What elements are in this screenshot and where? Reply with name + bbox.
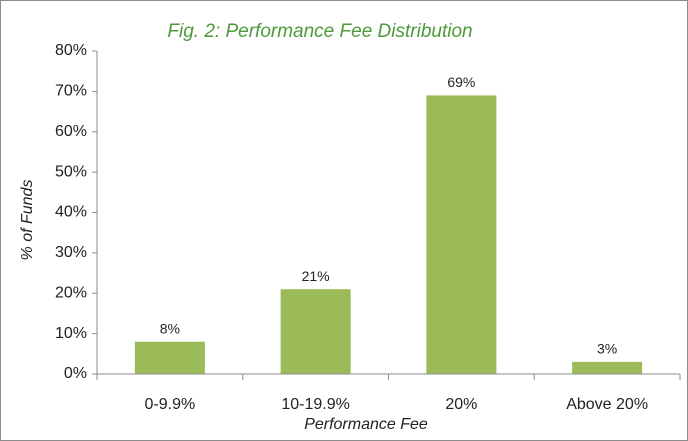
y-tick-label: 80% [55, 42, 87, 59]
data-label: 3% [597, 341, 617, 357]
x-tick-label: 20% [445, 396, 477, 413]
data-label: 8% [160, 320, 180, 336]
y-tick-label: 0% [64, 365, 87, 382]
bar [280, 289, 351, 374]
data-label: 69% [447, 74, 475, 90]
bar [426, 95, 497, 374]
x-axis-title: Performance Fee [304, 416, 428, 433]
chart-title: Fig. 2: Performance Fee Distribution [167, 21, 472, 42]
x-tick-label: Above 20% [566, 396, 648, 413]
x-tick-label: 10-19.9% [281, 396, 350, 413]
y-tick-label: 70% [55, 83, 87, 100]
x-tick-label: 0-9.9% [145, 396, 196, 413]
bar [572, 361, 643, 374]
data-label: 21% [302, 268, 330, 284]
y-axis-title: % of Funds [19, 180, 36, 261]
y-tick-label: 30% [55, 244, 87, 261]
y-tick-label: 10% [55, 325, 87, 342]
y-tick-label: 20% [55, 284, 87, 301]
bar [134, 341, 205, 374]
y-tick-label: 40% [55, 204, 87, 221]
y-tick-label: 60% [55, 123, 87, 140]
y-tick-label: 50% [55, 163, 87, 180]
